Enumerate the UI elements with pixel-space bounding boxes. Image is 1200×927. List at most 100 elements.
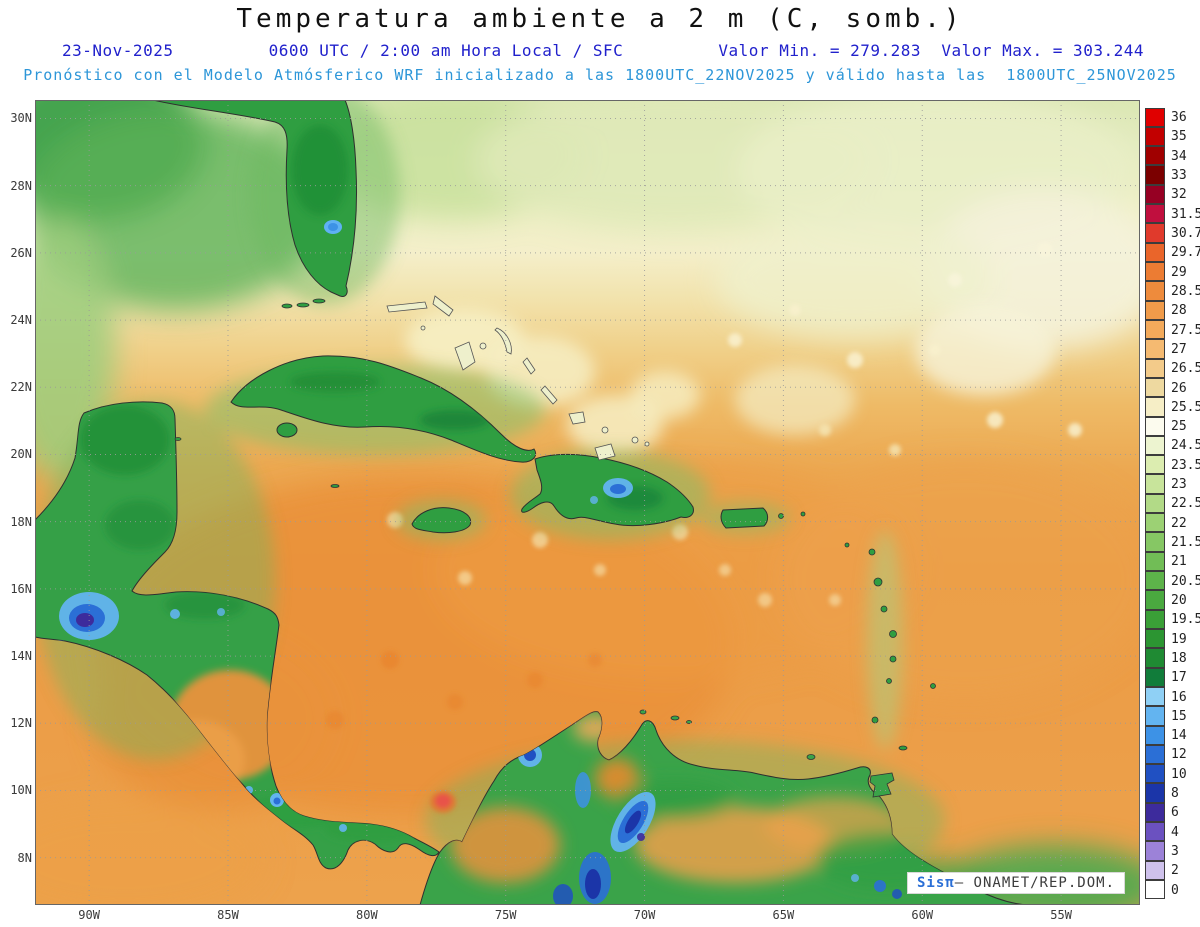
valid-date: 23-Nov-2025 bbox=[62, 41, 174, 60]
legend-value-label: 3 bbox=[1171, 844, 1179, 860]
legend-entry: 23.5 bbox=[1145, 455, 1200, 475]
legend-color-swatch bbox=[1145, 783, 1165, 803]
legend-value-label: 2 bbox=[1171, 863, 1179, 879]
legend-value-label: 4 bbox=[1171, 824, 1179, 840]
legend-entry: 22.5 bbox=[1145, 493, 1200, 514]
lon-tick-label: 85W bbox=[217, 908, 239, 922]
sispi-logo: Sisπ bbox=[916, 875, 955, 891]
legend-color-swatch bbox=[1145, 242, 1165, 262]
forecast-model-line: Pronóstico con el Modelo Atmósferico WRF… bbox=[23, 66, 1177, 84]
legend-value-label: 32 bbox=[1171, 187, 1187, 203]
legend-entry: 32 bbox=[1145, 184, 1200, 205]
lon-tick-label: 70W bbox=[633, 908, 656, 922]
legend-color-swatch bbox=[1145, 648, 1165, 668]
legend-value-label: 21 bbox=[1171, 554, 1187, 570]
page-title: Temperatura ambiente a 2 m (C, somb.) bbox=[236, 4, 964, 34]
legend-value-label: 15 bbox=[1171, 708, 1187, 724]
hot-spot bbox=[430, 791, 456, 813]
legend-value-label: 28 bbox=[1171, 303, 1187, 319]
legend-value-label: 12 bbox=[1171, 747, 1187, 763]
legend-entry: 28 bbox=[1145, 300, 1200, 320]
legend-entry: 16 bbox=[1145, 686, 1200, 707]
legend-color-swatch bbox=[1145, 377, 1165, 398]
lat-tick-label: 14N bbox=[10, 649, 32, 664]
legend-color-swatch bbox=[1145, 126, 1165, 147]
legend-color-swatch bbox=[1145, 435, 1165, 456]
legend-value-label: 14 bbox=[1171, 728, 1187, 744]
lon-tick-label: 55W bbox=[1050, 908, 1072, 922]
legend-value-label: 31.5 bbox=[1171, 206, 1200, 222]
legend-color-swatch bbox=[1145, 725, 1165, 745]
legend-entry: 18 bbox=[1145, 648, 1200, 668]
legend-entry: 29 bbox=[1145, 262, 1200, 282]
legend-entry: 26 bbox=[1145, 377, 1200, 398]
credit-text: – ONAMET/REP.DOM. bbox=[954, 875, 1115, 891]
lat-tick-label: 10N bbox=[10, 783, 32, 798]
legend-value-label: 24.5 bbox=[1171, 438, 1200, 454]
bahamas-islands bbox=[386, 295, 650, 461]
legend-value-label: 26 bbox=[1171, 380, 1187, 396]
legend-color-swatch bbox=[1145, 551, 1165, 571]
legend-entry: 12 bbox=[1145, 744, 1200, 765]
lat-tick-label: 28N bbox=[10, 178, 32, 193]
legend-color-swatch bbox=[1145, 339, 1165, 359]
legend-entry: 25 bbox=[1145, 416, 1200, 436]
legend-color-swatch bbox=[1145, 493, 1165, 514]
small-islands bbox=[174, 298, 936, 798]
legend-color-swatch bbox=[1145, 822, 1165, 842]
legend-entry: 21 bbox=[1145, 551, 1200, 571]
legend-value-label: 33 bbox=[1171, 168, 1187, 184]
legend-value-label: 20.5 bbox=[1171, 573, 1200, 589]
legend-color-swatch bbox=[1145, 281, 1165, 301]
legend-color-swatch bbox=[1145, 397, 1165, 417]
legend-color-swatch bbox=[1145, 319, 1165, 340]
lon-tick-label: 90W bbox=[78, 908, 100, 922]
legend-entry: 2 bbox=[1145, 860, 1200, 880]
lat-tick-label: 26N bbox=[10, 245, 32, 260]
lat-tick-label: 22N bbox=[10, 380, 32, 395]
legend-entry: 15 bbox=[1145, 706, 1200, 726]
legend-color-swatch bbox=[1145, 165, 1165, 185]
legend-entry: 27.5 bbox=[1145, 319, 1200, 340]
lat-tick-label: 16N bbox=[10, 581, 32, 596]
legend-entry: 23 bbox=[1145, 474, 1200, 494]
legend-entry: 26.5 bbox=[1145, 358, 1200, 378]
sea-speckles bbox=[326, 242, 1082, 729]
legend-entry: 20.5 bbox=[1145, 571, 1200, 591]
lat-tick-label: 12N bbox=[10, 716, 32, 731]
valid-time: 0600 UTC / 2:00 am Hora Local / SFC bbox=[268, 41, 624, 60]
legend-entry: 4 bbox=[1145, 822, 1200, 842]
legend-value-label: 10 bbox=[1171, 766, 1187, 782]
legend-color-swatch bbox=[1145, 860, 1165, 880]
credit-badge: Sisπ– ONAMET/REP.DOM. bbox=[906, 872, 1125, 894]
legend-value-label: 28.5 bbox=[1171, 283, 1200, 299]
legend-entry: 19 bbox=[1145, 628, 1200, 649]
legend-color-swatch bbox=[1145, 184, 1165, 205]
legend-entry: 10 bbox=[1145, 764, 1200, 784]
lon-tick-label: 60W bbox=[911, 908, 934, 922]
legend-entry: 3 bbox=[1145, 841, 1200, 861]
legend-color-swatch bbox=[1145, 223, 1165, 243]
legend-value-label: 25 bbox=[1171, 419, 1187, 435]
legend-entry: 35 bbox=[1145, 126, 1200, 147]
legend-entry: 6 bbox=[1145, 802, 1200, 823]
legend-value-label: 36 bbox=[1171, 110, 1187, 126]
lat-tick-label: 24N bbox=[10, 313, 32, 328]
legend-color-swatch bbox=[1145, 609, 1165, 629]
lat-tick-label: 18N bbox=[10, 514, 32, 529]
legend-value-label: 34 bbox=[1171, 148, 1187, 164]
lat-tick-label: 20N bbox=[10, 447, 32, 462]
legend-entry: 30.7 bbox=[1145, 223, 1200, 243]
legend-color-swatch bbox=[1145, 204, 1165, 224]
legend-color-swatch bbox=[1145, 107, 1165, 127]
temperature-map bbox=[35, 100, 1140, 905]
legend-value-label: 17 bbox=[1171, 670, 1187, 686]
legend-value-label: 23.5 bbox=[1171, 457, 1200, 473]
lon-tick-label: 80W bbox=[356, 908, 378, 922]
cuba-detail bbox=[290, 372, 490, 430]
legend-entry: 29.7 bbox=[1145, 242, 1200, 262]
legend-color-swatch bbox=[1145, 802, 1165, 823]
florida-detail bbox=[292, 125, 348, 234]
legend-value-label: 30.7 bbox=[1171, 226, 1200, 242]
legend-color-swatch bbox=[1145, 474, 1165, 494]
